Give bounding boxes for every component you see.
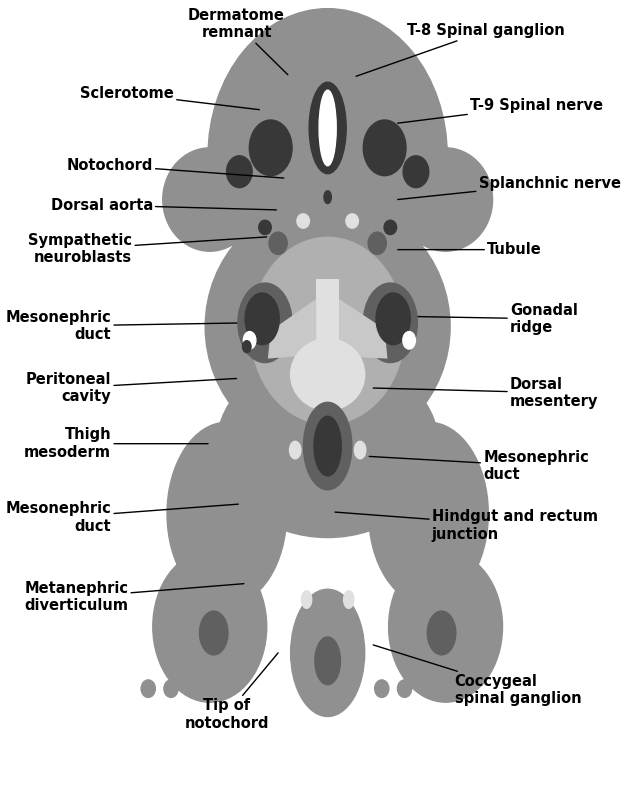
Ellipse shape: [363, 120, 406, 176]
Text: Dermatome
remnant: Dermatome remnant: [188, 8, 288, 74]
Ellipse shape: [242, 341, 251, 353]
Ellipse shape: [290, 590, 365, 717]
Ellipse shape: [384, 220, 397, 234]
Ellipse shape: [369, 422, 488, 605]
Text: Mesonephric
duct: Mesonephric duct: [6, 310, 249, 342]
Ellipse shape: [319, 90, 337, 166]
Text: Gonadal
ridge: Gonadal ridge: [409, 302, 578, 335]
Ellipse shape: [374, 680, 389, 698]
Ellipse shape: [290, 338, 365, 410]
Ellipse shape: [399, 148, 492, 251]
Ellipse shape: [199, 611, 228, 655]
Ellipse shape: [187, 680, 201, 698]
Ellipse shape: [303, 402, 352, 490]
Text: Tip of
notochord: Tip of notochord: [185, 653, 278, 730]
Text: Mesonephric
duct: Mesonephric duct: [6, 502, 238, 534]
Ellipse shape: [210, 680, 224, 698]
Ellipse shape: [354, 442, 366, 459]
Ellipse shape: [290, 442, 301, 459]
Text: Splanchnic nerve: Splanchnic nerve: [397, 176, 620, 199]
Text: Tubule: Tubule: [397, 242, 542, 257]
Text: Sclerotome: Sclerotome: [80, 86, 260, 110]
Ellipse shape: [346, 214, 358, 228]
Ellipse shape: [208, 9, 447, 303]
Text: Peritoneal
cavity: Peritoneal cavity: [26, 372, 237, 404]
Ellipse shape: [388, 551, 503, 702]
Ellipse shape: [376, 293, 410, 345]
Ellipse shape: [324, 190, 331, 203]
Ellipse shape: [245, 293, 279, 345]
Ellipse shape: [315, 637, 340, 685]
Polygon shape: [316, 279, 339, 406]
Ellipse shape: [205, 199, 450, 454]
Polygon shape: [268, 299, 316, 358]
Ellipse shape: [309, 82, 346, 174]
Ellipse shape: [301, 591, 312, 608]
Text: T-9 Spinal nerve: T-9 Spinal nerve: [397, 98, 603, 123]
Ellipse shape: [344, 591, 354, 608]
Ellipse shape: [420, 680, 435, 698]
Ellipse shape: [403, 156, 429, 188]
Ellipse shape: [217, 354, 438, 538]
Text: Dorsal
mesentery: Dorsal mesentery: [373, 377, 598, 409]
Ellipse shape: [164, 680, 178, 698]
Text: Metanephric
diverticulum: Metanephric diverticulum: [24, 581, 244, 614]
Ellipse shape: [403, 331, 415, 349]
Ellipse shape: [167, 422, 287, 605]
Text: Hindgut and rectum
junction: Hindgut and rectum junction: [335, 510, 598, 542]
Ellipse shape: [163, 148, 257, 251]
Ellipse shape: [397, 680, 412, 698]
Ellipse shape: [226, 156, 252, 188]
Text: Notochord: Notochord: [67, 158, 284, 178]
Ellipse shape: [443, 680, 457, 698]
Ellipse shape: [269, 232, 287, 254]
Ellipse shape: [244, 331, 256, 349]
Text: Sympathetic
neuroblasts: Sympathetic neuroblasts: [28, 233, 267, 265]
Ellipse shape: [368, 232, 387, 254]
Ellipse shape: [249, 120, 292, 176]
Text: Coccygeal
spinal ganglion: Coccygeal spinal ganglion: [373, 645, 581, 706]
Ellipse shape: [363, 283, 417, 362]
Text: T-8 Spinal ganglion: T-8 Spinal ganglion: [356, 23, 565, 76]
Ellipse shape: [251, 238, 404, 424]
Text: Thigh
mesoderm: Thigh mesoderm: [24, 427, 208, 460]
Ellipse shape: [297, 214, 310, 228]
Ellipse shape: [141, 680, 155, 698]
Polygon shape: [339, 299, 387, 358]
Ellipse shape: [153, 551, 267, 702]
Ellipse shape: [314, 416, 342, 476]
Text: Mesonephric
duct: Mesonephric duct: [369, 450, 589, 482]
Ellipse shape: [238, 283, 292, 362]
Ellipse shape: [259, 220, 271, 234]
Ellipse shape: [428, 611, 456, 655]
Text: Dorsal aorta: Dorsal aorta: [51, 198, 276, 213]
